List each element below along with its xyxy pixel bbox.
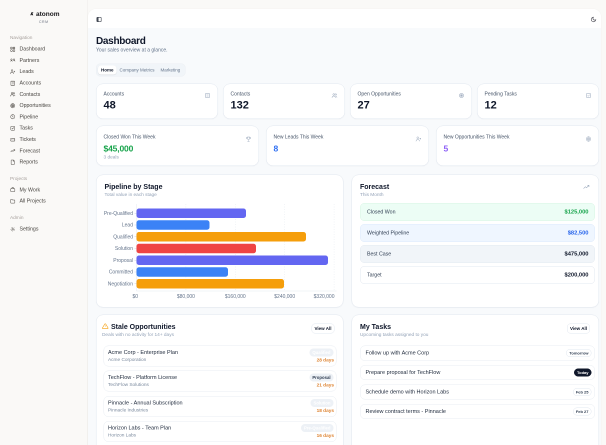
svg-text:$160,000: $160,000: [225, 294, 246, 300]
svg-text:Qualified: Qualified: [113, 234, 133, 240]
svg-text:$80,000: $80,000: [177, 294, 195, 300]
svg-text:Lead: Lead: [122, 223, 133, 229]
svg-text:Proposal: Proposal: [113, 258, 133, 264]
svg-text:Pre-Qualified: Pre-Qualified: [104, 211, 133, 217]
svg-text:Negotiation: Negotiation: [108, 281, 134, 287]
svg-text:Solution: Solution: [115, 246, 133, 252]
svg-text:$240,000: $240,000: [274, 294, 295, 300]
svg-text:Committed: Committed: [109, 270, 133, 276]
svg-text:$320,000: $320,000: [314, 294, 335, 300]
svg-text:$0: $0: [132, 294, 138, 300]
